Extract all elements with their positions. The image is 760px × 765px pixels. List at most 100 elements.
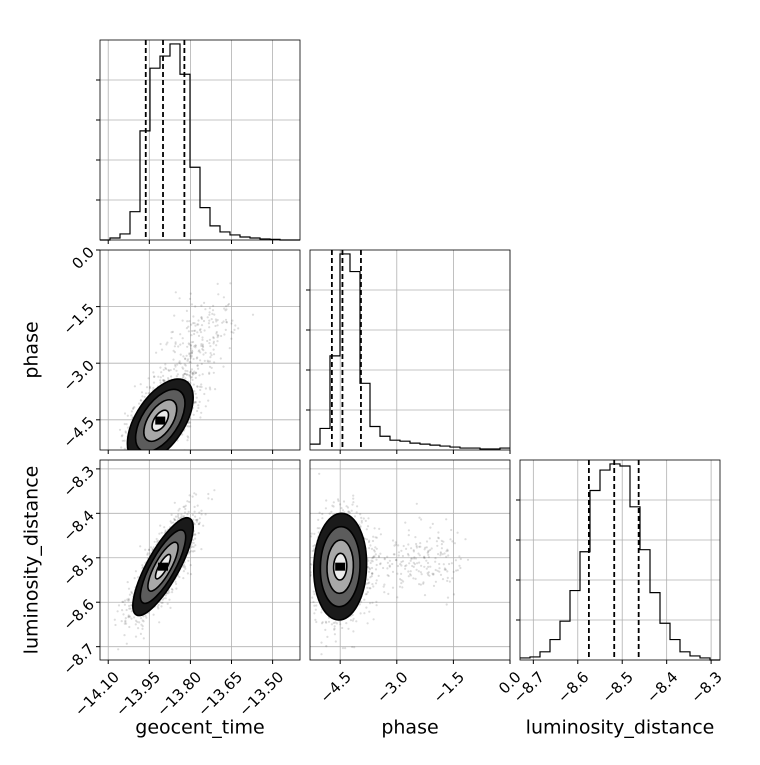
sample-point [423,556,426,559]
sample-point [459,566,462,570]
sample-point [208,372,211,375]
sample-point [170,587,173,591]
sample-point [429,565,432,568]
panel-frame [99,39,301,241]
sample-point [184,504,187,507]
sample-point [164,529,167,532]
sample-point [146,552,149,555]
sample-point [206,316,209,319]
sample-point [393,553,396,556]
y-tick-label: −8.3 [60,462,98,500]
sample-point [377,574,380,578]
sample-point [153,375,156,378]
sample-point [132,407,135,410]
sample-point [189,421,192,424]
sample-point [229,282,232,285]
sample-point [129,455,131,457]
sample-point [372,555,375,558]
sample-point [207,492,210,496]
sample-point [169,606,172,610]
sample-point [410,547,413,550]
x-tick-label: −8.5 [598,668,636,706]
sample-point [334,621,337,624]
sample-point [127,598,130,601]
sample-point [311,549,314,553]
sample-point [130,454,132,456]
sample-point [210,498,214,501]
sample-point [216,334,219,337]
sample-point [314,608,317,611]
sample-point [184,507,187,511]
sample-point [146,471,148,473]
sample-point [351,613,354,617]
sample-point [325,499,328,502]
sample-point [190,550,193,553]
sample-point [328,512,331,515]
sample-point [162,379,165,382]
sample-point [431,522,434,526]
x-tick-label: −13.50 [235,668,287,720]
sample-point [412,565,415,569]
sample-point [324,628,327,632]
sample-point [188,343,191,346]
sample-point [415,542,418,546]
y-axis-label-luminosity_distance: luminosity_distance [21,466,43,655]
sample-point [123,603,126,606]
sample-point [128,593,131,596]
sample-point [141,462,143,464]
sample-point [445,550,448,553]
sample-point [296,568,298,570]
sample-point [396,564,400,568]
sample-point [174,341,177,344]
sample-point [198,400,201,403]
sample-point [415,544,418,548]
panel-frame [309,459,511,661]
sample-point [123,622,126,625]
sample-point [122,613,125,616]
sample-point [181,376,185,379]
sample-point [324,507,327,510]
sample-point [122,600,125,604]
sample-point [327,620,331,623]
sample-point [135,457,137,459]
sample-point [176,363,179,366]
sample-point [196,385,199,388]
sample-point [180,513,183,516]
sample-point [190,545,193,548]
sample-point [190,354,193,357]
sample-point [428,537,431,540]
sample-point [129,463,131,465]
sample-point [440,539,443,543]
sample-point [210,318,213,321]
panel-frame [519,459,721,661]
sample-point [179,343,182,346]
sample-point [443,567,446,570]
sample-point [196,356,199,359]
sample-point [128,604,131,608]
sample-point [396,572,399,575]
sample-point [317,518,320,522]
sample-point [160,348,164,351]
sample-point [446,570,449,573]
sample-point [184,357,187,361]
sample-point [183,357,187,360]
sample-point [130,456,132,458]
sample-point [379,533,382,536]
sample-point [315,604,318,607]
sample-point [425,540,429,543]
sample-point [450,562,453,565]
sample-point [373,555,376,558]
sample-point [402,580,405,583]
sample-point [434,560,437,563]
sample-point [439,551,442,554]
sample-point [125,423,128,426]
sample-point [371,539,375,543]
sample-point [363,612,366,615]
sample-point [115,471,117,473]
sample-point [410,557,414,560]
sample-point [124,430,127,433]
sample-point [117,604,121,607]
sample-point [122,469,124,471]
sample-point [359,612,362,615]
sample-point [325,621,328,624]
